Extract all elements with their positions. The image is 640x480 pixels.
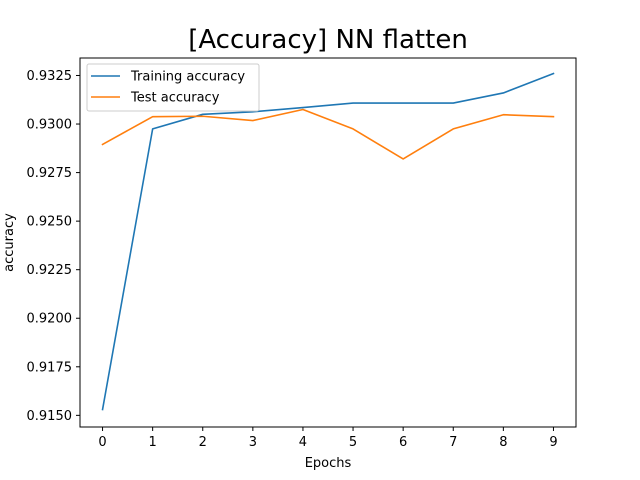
x-tick-label: 8 — [499, 435, 507, 450]
y-tick-label: 0.9225 — [27, 263, 73, 278]
y-tick-label: 0.9275 — [27, 166, 73, 181]
series-lines — [101, 72, 555, 411]
plot-frame — [79, 57, 577, 428]
x-axis: 0 1 2 3 4 5 6 7 8 9 — [98, 427, 558, 450]
y-axis: 0.9150 0.9175 0.9200 0.9225 0.9250 0.9275 0.93… — [27, 69, 80, 424]
x-tick-label: 5 — [349, 435, 357, 450]
legend-box — [86, 63, 260, 112]
y-tick-label: 0.9200 — [27, 312, 73, 327]
plot-area: 0 1 2 3 4 5 6 7 8 9 0.9150 0.9175 0.9200 0.9225 0.925… — [27, 57, 577, 450]
y-tick-label: 0.9300 — [27, 118, 73, 133]
x-tick-label: 4 — [299, 435, 307, 450]
chart-title: [Accuracy] NN flatten — [188, 25, 468, 55]
legend-label: Test accuracy — [130, 91, 220, 106]
legend: Training accuracy Test accuracy — [86, 63, 260, 112]
x-tick-label: 1 — [149, 435, 157, 450]
legend-label: Training accuracy — [130, 70, 245, 85]
x-tick-label: 0 — [98, 435, 106, 450]
x-tick-label: 3 — [249, 435, 257, 450]
y-axis-label: accuracy — [2, 213, 17, 272]
y-tick-label: 0.9250 — [27, 215, 73, 230]
series-line-training — [101, 72, 555, 411]
y-tick-label: 0.9325 — [27, 69, 73, 84]
y-tick-label: 0.9175 — [27, 360, 73, 375]
x-tick-label: 6 — [399, 435, 407, 450]
x-tick-label: 7 — [449, 435, 457, 450]
y-tick-label: 0.9150 — [27, 409, 73, 424]
legend-entries: Training accuracy Test accuracy — [91, 70, 245, 106]
x-axis-label: Epochs — [305, 456, 352, 471]
series-line-test — [101, 108, 555, 160]
x-tick-label: 9 — [549, 435, 557, 450]
x-tick-label: 2 — [199, 435, 207, 450]
